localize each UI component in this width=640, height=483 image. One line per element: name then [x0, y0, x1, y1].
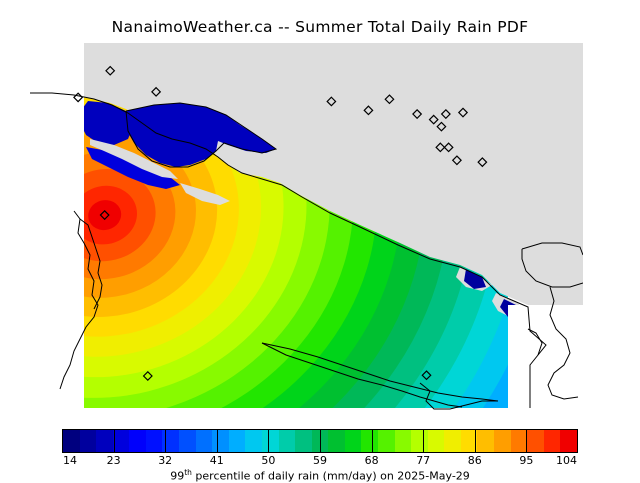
- station-marker: [326, 96, 337, 107]
- colorbar-band: [494, 430, 511, 452]
- colorbar-band: [63, 430, 80, 452]
- colorbar-band: [261, 430, 279, 452]
- colorbar-tick-label: 32: [158, 454, 173, 467]
- colorbar-band: [311, 430, 329, 452]
- colorbar-band: [377, 430, 395, 452]
- rainfall-contour-map: [30, 43, 583, 413]
- colorbar-band: [228, 430, 246, 452]
- colorbar-band: [510, 430, 528, 452]
- station-marker: [151, 86, 162, 97]
- colorbar[interactable]: [62, 429, 578, 453]
- station-marker: [412, 108, 423, 120]
- colorbar-tick-label: 23: [106, 454, 121, 467]
- colorbar-band: [444, 430, 461, 452]
- station-marker: [73, 92, 84, 103]
- station-marker: [435, 142, 446, 153]
- caption-text: percentile of daily rain (mm/day) on 202…: [191, 469, 470, 483]
- colorbar-tick-label: 68: [364, 454, 379, 467]
- coastline-outlines: [30, 92, 583, 410]
- colorbar-tick-label: 59: [313, 454, 327, 467]
- caption-ordinal-suffix: th: [184, 468, 192, 477]
- map-plot-area: [30, 43, 583, 413]
- colorbar-band: [195, 430, 213, 452]
- no-data-region: [30, 43, 583, 413]
- colorbar-band: [560, 430, 577, 452]
- colorbar-tick-label: 104: [556, 454, 577, 467]
- colorbar-band: [328, 430, 345, 452]
- colorbar-band: [460, 430, 478, 452]
- colorbar-band: [411, 430, 428, 452]
- station-marker: [384, 94, 395, 105]
- station-markers: [73, 65, 488, 382]
- station-marker: [443, 142, 454, 153]
- colorbar-band: [79, 430, 97, 452]
- colorbar-region: 14 23 32 41 50 59 68 77 86 95 104 99th percentile …: [0, 424, 640, 483]
- colorbar-band: [212, 430, 229, 452]
- colorbar-tick-label: 77: [416, 454, 431, 467]
- colorbar-band: [344, 430, 362, 452]
- colorbar-band: [179, 430, 196, 452]
- colorbar-band: [162, 430, 180, 452]
- colorbar-band: [477, 430, 495, 452]
- station-marker: [457, 107, 469, 118]
- station-marker: [451, 155, 462, 166]
- colorbar-band: [543, 430, 561, 452]
- colorbar-band: [361, 430, 378, 452]
- colorbar-band: [295, 430, 312, 452]
- colorbar-tick-label: 86: [467, 454, 482, 467]
- station-marker: [105, 65, 116, 76]
- colorbar-band: [112, 430, 130, 452]
- station-marker: [477, 157, 488, 168]
- colorbar-band: [394, 430, 412, 452]
- colorbar-band: [145, 430, 163, 452]
- station-marker: [363, 105, 374, 116]
- colorbar-tick-labels: 14 23 32 41 50 59 68 77 86 95 104: [0, 454, 640, 468]
- contour-band: [88, 200, 122, 231]
- station-marker: [421, 370, 432, 381]
- colorbar-tick-label: 50: [261, 454, 276, 467]
- colorbar-band: [96, 430, 113, 452]
- colorbar-band: [527, 430, 544, 452]
- colorbar-band: [427, 430, 445, 452]
- colorbar-caption: 99th percentile of daily rain (mm/day) o…: [0, 468, 640, 483]
- station-marker: [428, 114, 439, 125]
- station-marker: [99, 210, 110, 221]
- colorbar-tick-label: 14: [63, 454, 77, 467]
- colorbar-band: [245, 430, 262, 452]
- station-marker: [440, 108, 451, 120]
- colorbar-tick-label: 41: [209, 454, 224, 467]
- page-title: NanaimoWeather.ca -- Summer Total Daily …: [111, 18, 529, 36]
- station-marker: [142, 370, 153, 382]
- colorbar-tick-label: 95: [519, 454, 534, 467]
- colorbar-band: [129, 430, 146, 452]
- station-marker: [436, 121, 447, 132]
- colorbar-band: [278, 430, 296, 452]
- caption-percentile-number: 99: [170, 469, 185, 483]
